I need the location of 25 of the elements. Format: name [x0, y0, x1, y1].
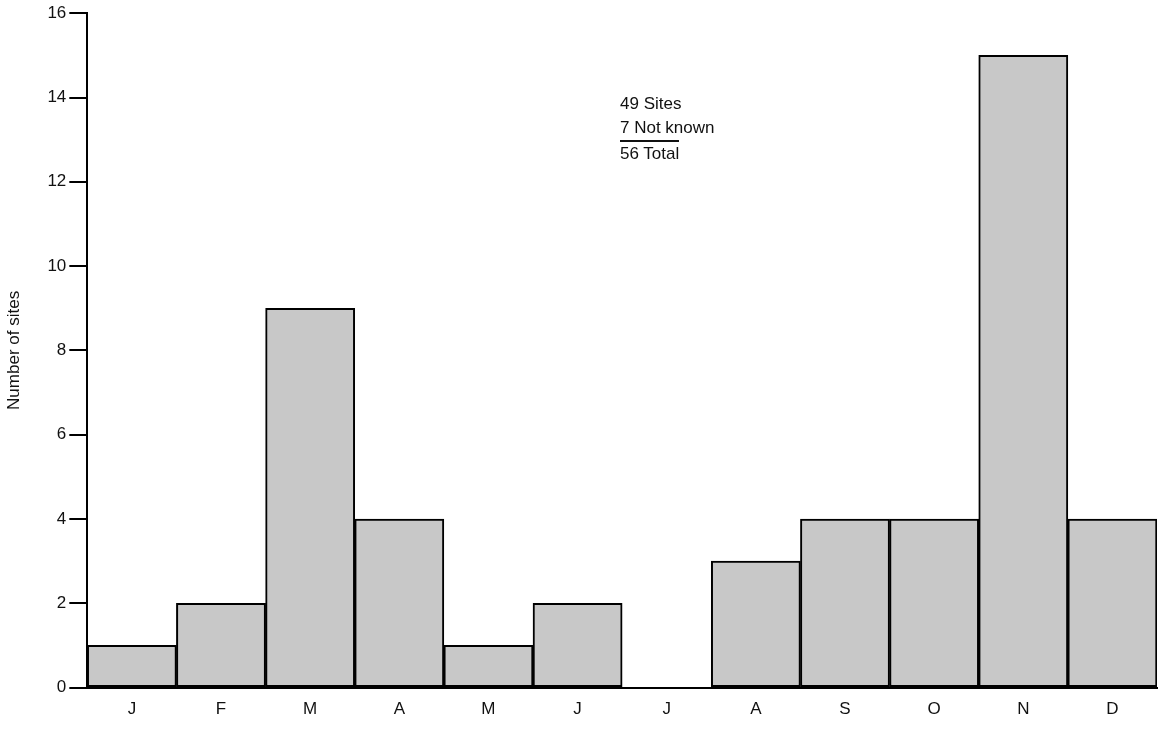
y-tick-label: 14 [47, 87, 67, 107]
y-tick-label: 4 [56, 508, 67, 528]
annotation: 56 Total [620, 140, 680, 166]
x-tick-label: M [481, 699, 496, 719]
annotation: 7 Not known [620, 117, 715, 139]
x-tick-label: S [839, 699, 851, 719]
x-tick-label: J [662, 699, 671, 719]
y-tick-label: 2 [56, 592, 67, 612]
annotation: 49 Sites [620, 93, 683, 115]
x-tick-label: J [573, 699, 582, 719]
x-tick-label: F [215, 699, 227, 719]
x-tick-label: D [1106, 699, 1119, 719]
y-tick-label: 8 [56, 340, 67, 360]
y-tick-label: 12 [47, 171, 67, 191]
x-tick-label: A [750, 699, 763, 719]
y-tick-label: 16 [47, 2, 67, 22]
x-tick-label: O [927, 699, 941, 719]
y-tick-label: 6 [56, 424, 67, 444]
y-axis-title: Number of sites [3, 290, 23, 410]
x-tick-label: J [127, 699, 137, 719]
y-tick-label: 10 [47, 255, 67, 275]
x-tick-label: M [303, 699, 318, 719]
x-tick-label: A [393, 699, 406, 719]
x-tick-label: N [1017, 699, 1030, 719]
y-tick-label: 0 [56, 677, 67, 697]
